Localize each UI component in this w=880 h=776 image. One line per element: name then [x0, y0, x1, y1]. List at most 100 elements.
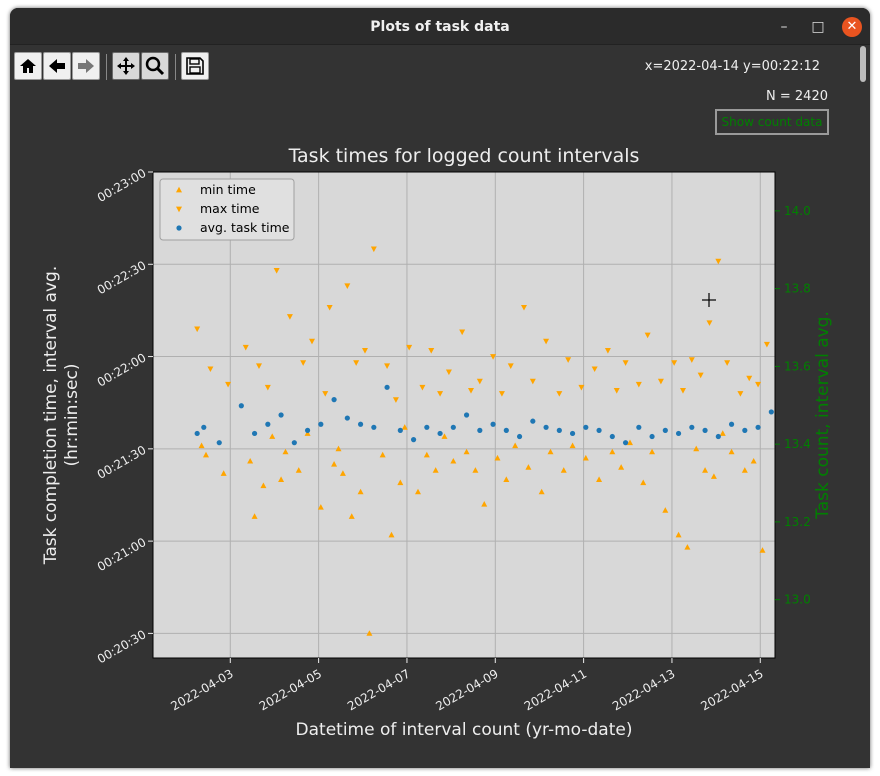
data-point	[728, 448, 735, 455]
arrow-right-icon	[78, 59, 94, 73]
data-point	[472, 467, 479, 473]
y-axis-label-line2: (hr:min:sec)	[62, 364, 82, 467]
floppy-disk-icon	[186, 57, 204, 75]
minimize-button[interactable]: –	[780, 19, 788, 35]
legend-label: min time	[200, 182, 256, 197]
data-point	[437, 430, 443, 437]
magnifier-icon	[145, 56, 165, 76]
data-point	[317, 504, 324, 510]
save-button[interactable]	[181, 52, 209, 80]
home-icon	[20, 59, 36, 73]
data-point	[361, 348, 368, 354]
data-point	[295, 467, 302, 473]
data-point	[706, 320, 713, 326]
data-point	[384, 363, 391, 369]
title-bar: Plots of task data – □ ✕	[10, 8, 870, 45]
data-point	[582, 454, 589, 461]
data-point	[494, 454, 501, 461]
data-point	[763, 341, 770, 348]
data-point	[583, 424, 589, 430]
data-point	[463, 412, 470, 418]
legend-marker	[176, 225, 182, 231]
data-point	[467, 387, 474, 394]
data-point	[424, 424, 430, 430]
data-point	[715, 258, 722, 265]
data-point	[689, 424, 695, 430]
data-point	[348, 513, 355, 519]
data-point	[635, 381, 642, 388]
data-point	[255, 363, 262, 369]
show-count-data-button[interactable]: Show count data	[715, 109, 829, 135]
y-tick-label: 00:22:00	[95, 350, 149, 389]
data-point	[715, 433, 721, 440]
data-point	[225, 381, 232, 388]
back-button[interactable]	[43, 52, 71, 80]
data-point	[622, 440, 629, 446]
data-point	[194, 326, 201, 333]
data-point	[260, 482, 267, 489]
scrollbar-thumb[interactable]	[860, 46, 866, 82]
data-point	[247, 457, 254, 464]
data-point	[344, 283, 351, 290]
data-point	[450, 457, 457, 464]
data-point	[657, 378, 664, 385]
data-point	[649, 433, 655, 440]
data-point	[710, 473, 717, 479]
data-point	[671, 360, 678, 366]
data-point	[529, 378, 536, 385]
data-point	[618, 464, 625, 470]
data-point	[278, 412, 284, 418]
data-point	[688, 357, 695, 363]
data-point	[565, 357, 572, 363]
y-tick-label: 00:22:30	[95, 258, 149, 297]
x-tick-label: 2022-04-07	[345, 666, 412, 713]
data-point	[463, 448, 470, 455]
data-point	[512, 442, 519, 449]
data-point	[308, 338, 315, 345]
data-point	[644, 332, 651, 339]
data-point	[520, 304, 527, 311]
data-point	[450, 424, 456, 430]
data-point	[626, 439, 633, 446]
home-button[interactable]	[14, 52, 42, 80]
data-point	[344, 415, 350, 421]
x-tick-label: 2022-04-11	[522, 666, 589, 713]
data-point	[759, 547, 766, 553]
zoom-button[interactable]	[141, 52, 169, 80]
x-tick-label: 2022-04-13	[610, 666, 677, 713]
data-point	[437, 391, 444, 397]
data-point	[366, 630, 373, 636]
data-point	[269, 433, 276, 439]
maximize-button[interactable]: □	[811, 19, 825, 35]
legend-marker	[176, 206, 182, 213]
data-point	[679, 387, 686, 394]
data-point	[423, 451, 430, 458]
toolbar-separator	[106, 54, 107, 80]
data-point	[741, 467, 748, 473]
forward-button[interactable]	[72, 52, 100, 80]
y2-tick-label: 13.8	[784, 282, 811, 296]
data-point	[238, 403, 244, 409]
scatter-chart[interactable]: Task times for logged count intervals 20…	[10, 128, 870, 768]
close-button[interactable]: ✕	[842, 17, 862, 37]
data-point	[357, 488, 364, 495]
data-point	[613, 387, 620, 394]
data-point	[684, 544, 691, 550]
data-point	[702, 427, 708, 433]
data-point	[410, 437, 417, 443]
data-point	[201, 424, 207, 430]
data-point	[636, 424, 642, 430]
data-point	[750, 457, 757, 464]
data-point	[604, 348, 611, 354]
data-point	[251, 430, 258, 437]
data-point	[477, 427, 483, 433]
y-tick-label: 00:21:30	[95, 443, 149, 482]
data-point	[353, 360, 360, 366]
data-point	[278, 476, 285, 482]
pan-button[interactable]	[112, 52, 140, 80]
data-point	[304, 430, 311, 436]
data-point	[414, 488, 421, 495]
data-point	[300, 360, 307, 366]
data-point	[370, 246, 377, 253]
data-point	[202, 451, 209, 458]
